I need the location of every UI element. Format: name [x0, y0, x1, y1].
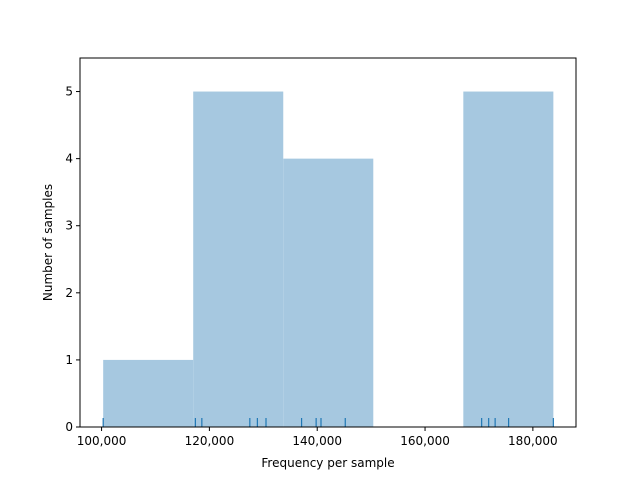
histogram-bars [103, 91, 554, 428]
x-axis-ticks: 100,000 120,000 140,000 160,000 180,000 [77, 427, 558, 448]
y-tick-label: 3 [65, 219, 73, 233]
axes-frame [79, 57, 577, 428]
rug-marks [102, 418, 554, 427]
x-tick-label: 140,000 [292, 434, 342, 448]
x-tick-label: 100,000 [77, 434, 127, 448]
y-tick-label: 0 [65, 420, 73, 434]
x-tick-label: 180,000 [508, 434, 558, 448]
y-axis-ticks: 0 1 2 3 4 5 [65, 85, 80, 434]
x-tick-label: 160,000 [400, 434, 450, 448]
y-tick-label: 1 [65, 353, 73, 367]
histogram-bar-5 [463, 91, 554, 427]
x-axis-label: Frequency per sample [261, 456, 394, 470]
histogram-bar-1 [103, 359, 194, 427]
y-tick-label: 4 [65, 152, 73, 166]
y-tick-label: 5 [65, 85, 73, 99]
y-tick-label: 2 [65, 286, 73, 300]
y-axis-label: Number of samples [41, 184, 55, 301]
x-tick-label: 120,000 [185, 434, 235, 448]
histogram-bar-2 [193, 91, 284, 427]
histogram-bar-3 [283, 158, 374, 428]
